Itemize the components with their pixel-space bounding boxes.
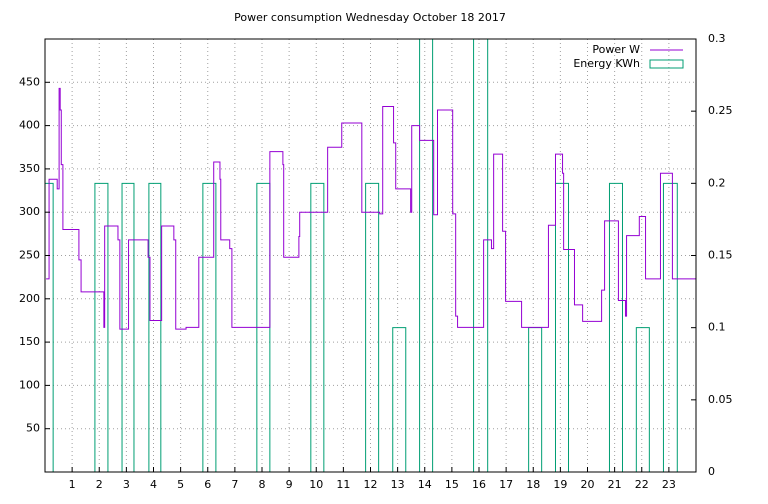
y-tick-label: 150 <box>19 335 40 348</box>
y-tick-label: 100 <box>19 378 40 391</box>
x-tick-label: 2 <box>96 478 103 491</box>
x-tick-label: 21 <box>608 478 622 491</box>
x-tick-label: 16 <box>472 478 486 491</box>
y2-tick-label: 0.15 <box>708 249 733 262</box>
x-tick-label: 13 <box>391 478 405 491</box>
x-tick-label: 19 <box>553 478 567 491</box>
x-tick-label: 1 <box>69 478 76 491</box>
x-tick-label: 9 <box>286 478 293 491</box>
y-tick-label: 200 <box>19 292 40 305</box>
series-line <box>46 87 696 330</box>
x-tick-label: 5 <box>177 478 184 491</box>
y2-tick-label: 0.05 <box>708 393 733 406</box>
y-tick-label: 450 <box>19 75 40 88</box>
x-tick-label: 14 <box>418 478 432 491</box>
y2-tick-label: 0.25 <box>708 104 733 117</box>
y-tick-label: 250 <box>19 249 40 262</box>
x-tick-label: 8 <box>259 478 266 491</box>
x-tick-label: 6 <box>204 478 211 491</box>
y2-tick-label: 0.1 <box>708 321 726 334</box>
x-tick-label: 4 <box>150 478 157 491</box>
y-tick-label: 400 <box>19 119 40 132</box>
y-tick-label: 300 <box>19 205 40 218</box>
x-tick-label: 22 <box>635 478 649 491</box>
chart-title: Power consumption Wednesday October 18 2… <box>234 11 506 24</box>
legend-swatch <box>649 59 684 69</box>
x-tick-label: 11 <box>336 478 350 491</box>
legend-label: Power W <box>592 43 640 56</box>
x-tick-label: 20 <box>581 478 595 491</box>
x-tick-label: 17 <box>499 478 513 491</box>
legend-label: Energy KWh <box>573 57 640 70</box>
y2-tick-label: 0.3 <box>708 32 726 45</box>
y-tick-label: 350 <box>19 162 40 175</box>
x-tick-label: 15 <box>445 478 459 491</box>
x-tick-label: 23 <box>662 478 676 491</box>
y2-tick-label: 0 <box>708 465 715 478</box>
x-tick-label: 10 <box>309 478 323 491</box>
x-tick-label: 3 <box>123 478 130 491</box>
x-tick-label: 18 <box>526 478 540 491</box>
series-line <box>45 39 678 472</box>
x-tick-label: 7 <box>231 478 238 491</box>
x-tick-label: 12 <box>364 478 378 491</box>
y2-tick-label: 0.2 <box>708 176 726 189</box>
y-tick-label: 50 <box>26 422 40 435</box>
